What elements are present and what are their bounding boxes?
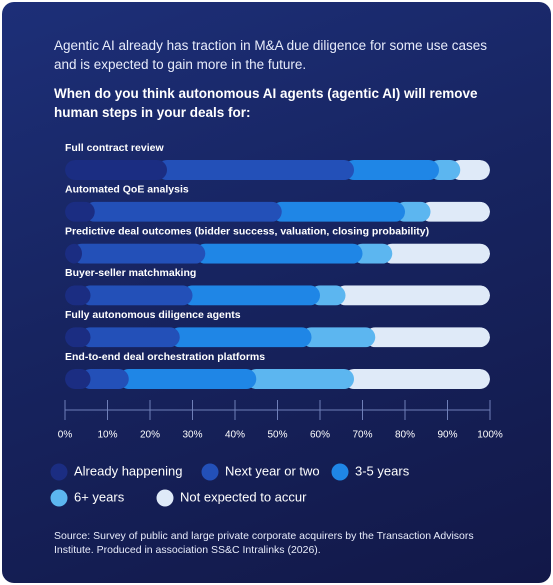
x-tick-label: 0% (58, 430, 73, 441)
bar-segment (157, 160, 354, 180)
bar-row (65, 243, 490, 264)
bar-segment (80, 327, 180, 348)
bar-segment (65, 327, 91, 348)
legend-swatch (50, 489, 68, 507)
bar-segment (301, 327, 376, 348)
bar-segment (72, 243, 206, 264)
bar-segment (365, 327, 490, 348)
bar-segment (246, 369, 354, 389)
bar-segment (65, 285, 91, 306)
legend-swatch (201, 463, 219, 481)
bar-segment (310, 285, 346, 306)
bar-segment (344, 160, 439, 180)
x-tick-label: 50% (267, 430, 287, 441)
bar-row (65, 201, 490, 222)
bar-segment (335, 285, 490, 306)
bar-segment (84, 201, 282, 222)
category-label: Full contract review (65, 142, 164, 154)
bar-segment (65, 201, 95, 222)
x-tick-label: 80% (395, 430, 415, 441)
bar-row (65, 327, 490, 348)
bar-segment (382, 243, 490, 264)
x-tick-label: 40% (225, 430, 245, 441)
bar-segment (271, 201, 405, 222)
x-tick-label: 70% (352, 430, 372, 441)
chart-title: When do you think autonomous AI agents (… (54, 86, 478, 120)
category-label: Fully autonomous diligence agents (65, 309, 241, 321)
x-tick-label: 90% (437, 430, 457, 441)
legend-label: 6+ years (74, 489, 125, 504)
bar-segment (118, 369, 257, 389)
bar-segment (352, 243, 393, 264)
x-tick-label: 30% (182, 430, 202, 441)
x-tick-label: 20% (140, 430, 160, 441)
bar-segment (395, 201, 431, 222)
bar-segment (169, 327, 312, 348)
bar-row (65, 285, 490, 306)
legend-label: Next year or two (225, 463, 320, 478)
bar-segment (80, 369, 129, 389)
source: Source: Survey of public and large priva… (54, 530, 474, 556)
category-label: Predictive deal outcomes (bidder success… (65, 225, 429, 237)
bar-segment (65, 160, 167, 180)
legend-swatch (50, 463, 68, 481)
bar-segment (182, 285, 320, 306)
bar-segment (65, 369, 91, 389)
category-label: Automated QoE analysis (65, 184, 189, 196)
bar-segment (450, 160, 490, 180)
bar-segment (195, 243, 363, 264)
category-label: End-to-end deal orchestration platforms (65, 351, 265, 363)
bar-segment (80, 285, 193, 306)
x-tick-label: 10% (97, 430, 117, 441)
bar-segment (344, 369, 490, 389)
legend-swatch (156, 489, 174, 507)
bar-row (65, 160, 490, 180)
category-label: Buyer-seller matchmaking (65, 267, 196, 279)
legend-swatch (331, 463, 349, 481)
x-tick-label: 100% (477, 430, 503, 441)
legend-label: Not expected to accur (180, 489, 307, 504)
bar-segment (420, 201, 490, 222)
legend-label: Already happening (74, 463, 182, 478)
bar-segment (65, 243, 82, 264)
intro: Agentic AI already has traction in M&A d… (54, 38, 487, 72)
bar-row (65, 369, 490, 389)
x-tick-label: 60% (310, 430, 330, 441)
legend-label: 3-5 years (355, 463, 410, 478)
